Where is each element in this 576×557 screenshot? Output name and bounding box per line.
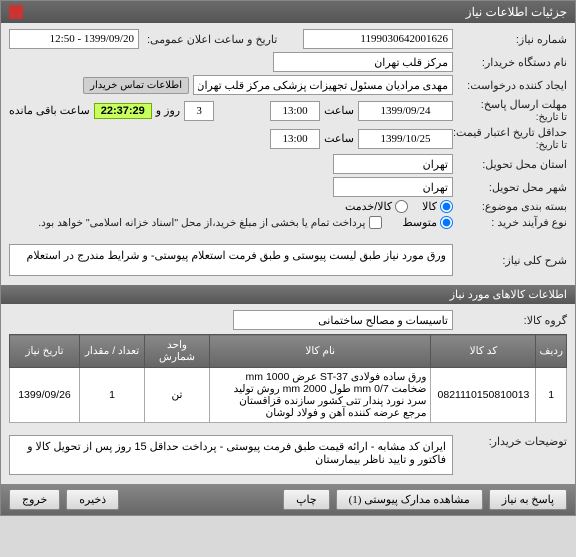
- reply-button[interactable]: پاسخ به نیاز: [489, 489, 567, 510]
- pkg-label: بسته بندی موضوع:: [457, 200, 567, 213]
- pkg-service-radio[interactable]: کالا/خدمت: [345, 200, 408, 213]
- button-bar: پاسخ به نیاز مشاهده مدارک پیوستی (1) چاپ…: [1, 484, 575, 515]
- creator-label: ایجاد کننده درخواست:: [457, 79, 567, 92]
- buyer-label: نام دستگاه خریدار:: [457, 56, 567, 69]
- pkg-goods-radio[interactable]: کالا: [422, 200, 453, 213]
- pkg-radio-group: کالا کالا/خدمت: [345, 200, 453, 213]
- city-label: شهر محل تحویل:: [457, 181, 567, 194]
- state-label: استان محل تحویل:: [457, 158, 567, 171]
- save-button[interactable]: ذخیره: [66, 489, 119, 510]
- cell-row: 1: [536, 368, 567, 423]
- cell-code: 0821110150810013: [431, 368, 536, 423]
- print-button[interactable]: چاپ: [283, 489, 330, 510]
- col-row: ردیف: [536, 335, 567, 368]
- buyer-input[interactable]: [273, 52, 453, 72]
- deadline-label: مهلت ارسال پاسخ: تا تاریخ:: [457, 98, 567, 123]
- cell-qty: 1: [80, 368, 145, 423]
- time-label-1: ساعت: [324, 104, 354, 117]
- cell-unit: تن: [145, 368, 210, 423]
- buyer-note-area: توضیحات خریدار: ایران کد مشابه - ارائه ق…: [1, 429, 575, 484]
- proc-label: نوع فرآیند خرید :: [457, 216, 567, 229]
- col-date: تاریخ نیاز: [10, 335, 80, 368]
- creator-input[interactable]: [193, 75, 453, 95]
- cell-name: ورق ساده فولادی ST-37 عرض 1000 mm ضخامت …: [210, 368, 431, 423]
- deadline-time-input[interactable]: [270, 101, 320, 121]
- proc-medium-radio[interactable]: متوسط: [402, 216, 453, 229]
- col-unit: واحد شمارش: [145, 335, 210, 368]
- exit-button[interactable]: خروج: [9, 489, 60, 510]
- items-table: ردیف کد کالا نام کالا واحد شمارش تعداد /…: [9, 334, 567, 423]
- items-head: اطلاعات کالاهای مورد نیاز: [1, 285, 575, 304]
- desc-area: شرح کلی نیاز: ورق مورد نیاز طبق لیست پیو…: [1, 238, 575, 285]
- table-row[interactable]: 1 0821110150810013 ورق ساده فولادی ST-37…: [10, 368, 567, 423]
- proc-radio-group: متوسط: [402, 216, 453, 229]
- col-code: کد کالا: [431, 335, 536, 368]
- remain-suffix: ساعت باقی مانده: [9, 104, 90, 117]
- col-name: نام کالا: [210, 335, 431, 368]
- time-label-2: ساعت: [324, 132, 354, 145]
- announce-input[interactable]: [9, 29, 139, 49]
- buyer-note-box: ایران کد مشابه - ارائه قیمت طبق فرمت پیو…: [9, 435, 453, 475]
- close-icon[interactable]: [9, 5, 23, 19]
- city-input[interactable]: [333, 177, 453, 197]
- cell-date: 1399/09/26: [10, 368, 80, 423]
- buyer-note-label: توضیحات خریدار:: [457, 435, 567, 448]
- form-area: شماره نیاز: تاریخ و ساعت اعلان عمومی: نا…: [1, 23, 575, 238]
- docs-button[interactable]: مشاهده مدارک پیوستی (1): [336, 489, 483, 510]
- state-input[interactable]: [333, 154, 453, 174]
- col-qty: تعداد / مقدار: [80, 335, 145, 368]
- min-valid-label: حداقل تاریخ اعتبار قیمت: تا تاریخ:: [457, 126, 567, 151]
- contact-button[interactable]: اطلاعات تماس خریدار: [83, 77, 189, 94]
- items-area: گروه کالا: ردیف کد کالا نام کالا واحد شم…: [1, 304, 575, 429]
- remain-time-badge: 22:37:29: [94, 103, 152, 119]
- pay-checkbox[interactable]: پرداخت تمام یا بخشی از مبلغ خرید،از محل …: [38, 216, 382, 229]
- need-no-input[interactable]: [303, 29, 453, 49]
- min-valid-date-input[interactable]: [358, 129, 453, 149]
- remain-days-input: [184, 101, 214, 121]
- min-valid-time-input[interactable]: [270, 129, 320, 149]
- titlebar: جزئیات اطلاعات نیاز: [1, 1, 575, 23]
- desc-box: ورق مورد نیاز طبق لیست پیوستی و طبق فرمت…: [9, 244, 453, 276]
- announce-label: تاریخ و ساعت اعلان عمومی:: [143, 33, 277, 46]
- group-label: گروه کالا:: [457, 314, 567, 327]
- need-details-window: جزئیات اطلاعات نیاز شماره نیاز: تاریخ و …: [0, 0, 576, 516]
- desc-label: شرح کلی نیاز:: [457, 254, 567, 267]
- group-input[interactable]: [233, 310, 453, 330]
- deadline-date-input[interactable]: [358, 101, 453, 121]
- window-title: جزئیات اطلاعات نیاز: [466, 5, 567, 19]
- remain-days-label: روز و: [156, 104, 180, 117]
- need-no-label: شماره نیاز:: [457, 33, 567, 46]
